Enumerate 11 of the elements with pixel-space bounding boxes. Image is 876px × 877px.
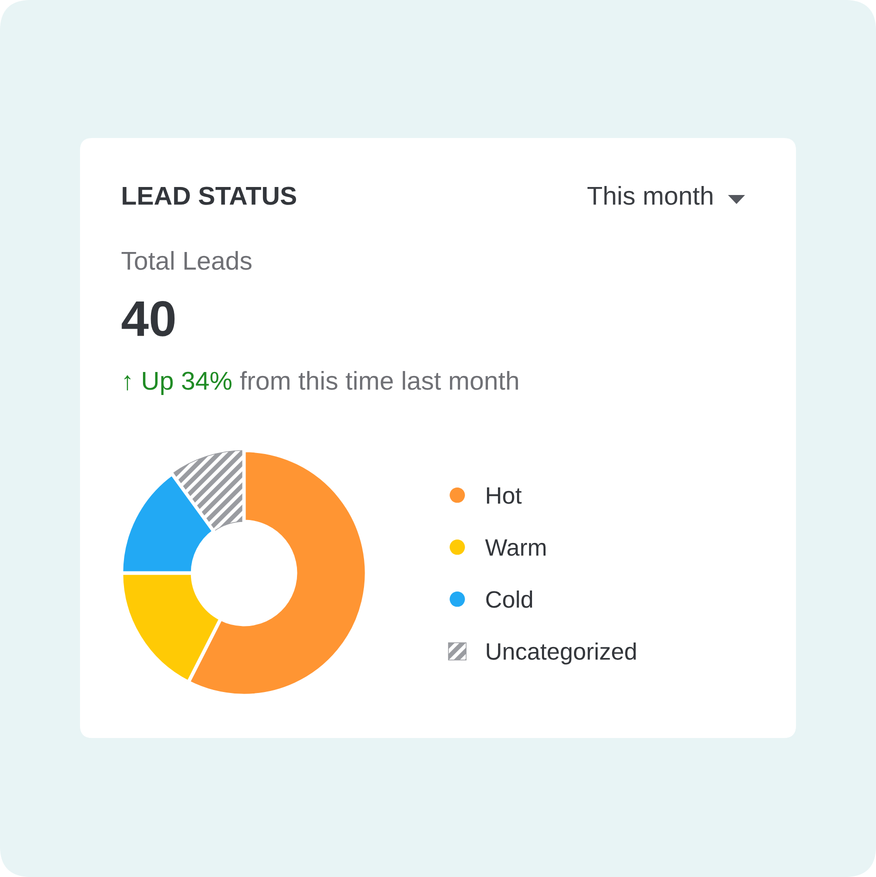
text: ↑ Up 34% xyxy=(124,372,232,395)
text: Total Leads xyxy=(122,251,252,270)
legend-label: Cold xyxy=(486,590,532,608)
legend-label: Warm xyxy=(485,539,546,556)
text: from this time last month xyxy=(240,371,518,390)
legend-label: Hot xyxy=(486,487,522,504)
donut-slice xyxy=(172,450,244,532)
legend-label: Uncategorized xyxy=(486,642,636,664)
text: This month xyxy=(587,186,712,205)
text: 40 xyxy=(122,301,175,336)
chart-title: LEAD STATUS xyxy=(122,186,296,205)
